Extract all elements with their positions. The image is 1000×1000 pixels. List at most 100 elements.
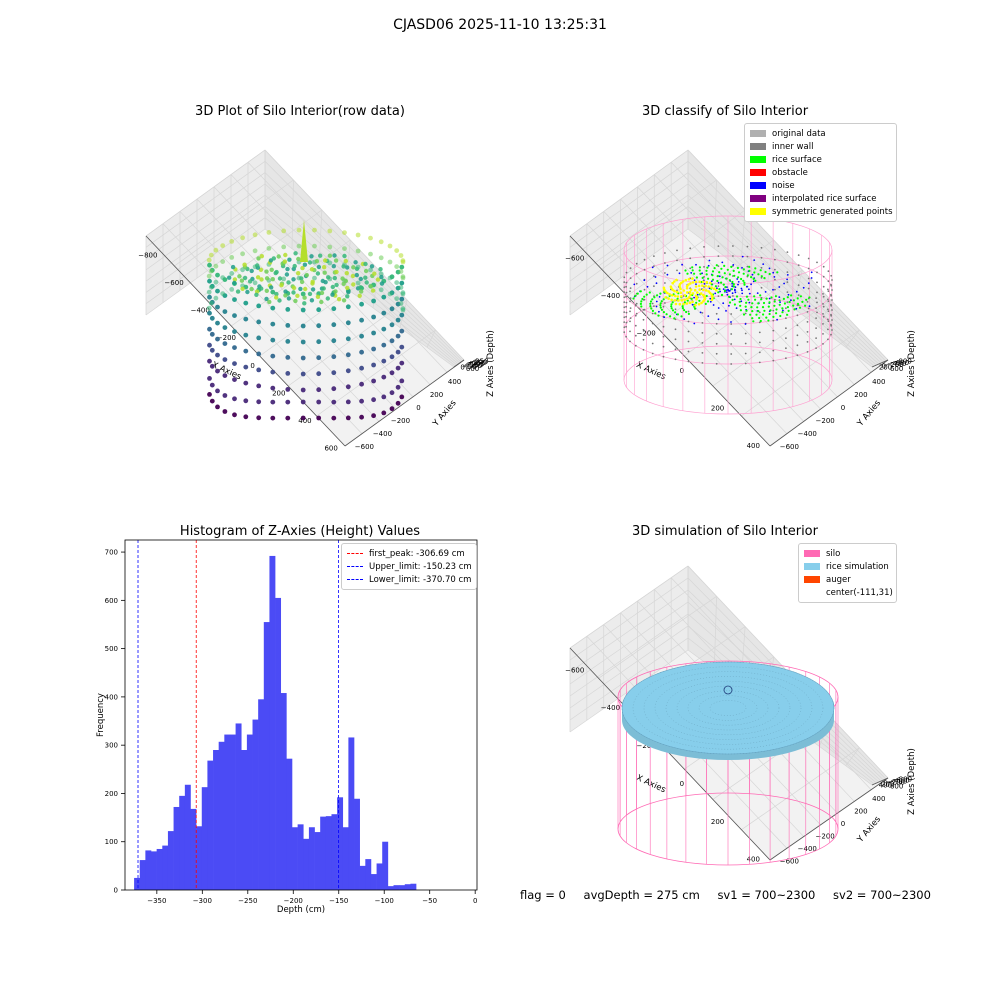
noise-point	[762, 263, 765, 265]
wall-point	[623, 316, 626, 319]
grid-line	[626, 209, 746, 297]
wall-point	[732, 265, 734, 267]
rice-surface	[621, 661, 835, 755]
rice-mesh	[665, 681, 791, 735]
wall-point	[625, 301, 628, 304]
rice-point	[660, 308, 664, 311]
wall-point	[830, 274, 833, 277]
legend-item: auger	[804, 573, 891, 586]
wall-point	[687, 360, 690, 363]
histogram-bar	[348, 737, 355, 890]
wall-point	[772, 359, 775, 362]
histogram-bar	[275, 597, 282, 890]
wall-point	[715, 332, 718, 335]
data-point	[243, 414, 249, 420]
noise-point	[666, 264, 669, 267]
rice-point	[693, 307, 697, 310]
data-point	[355, 248, 361, 254]
grid-line	[569, 172, 689, 259]
data-point	[345, 265, 350, 270]
data-point	[395, 317, 401, 323]
wall-point	[717, 295, 720, 297]
rice-point	[712, 293, 715, 296]
rice-point	[657, 314, 660, 317]
data-point	[296, 243, 302, 249]
data-point	[285, 387, 291, 392]
legend-swatch	[804, 563, 820, 570]
wall-point	[635, 302, 638, 305]
data-point	[283, 293, 288, 298]
data-point	[304, 272, 309, 278]
data-point	[351, 282, 356, 287]
rice-point	[732, 285, 735, 288]
data-point	[249, 286, 254, 292]
data-point	[316, 399, 322, 405]
rice-point	[706, 300, 710, 303]
rice-point	[690, 297, 693, 300]
rice-point	[668, 294, 671, 297]
grid-line	[264, 172, 462, 363]
data-point	[316, 307, 322, 313]
rice-point	[753, 295, 756, 298]
data-point	[316, 387, 322, 393]
data-point	[381, 310, 387, 316]
wall-point	[746, 255, 749, 258]
data-point	[281, 276, 287, 282]
z-axis-label: Z Axies (Depth)	[907, 748, 917, 815]
wall-point	[807, 287, 810, 290]
data-point	[206, 273, 212, 279]
rice-point	[685, 310, 688, 314]
data-point	[256, 383, 262, 389]
wall-point	[635, 292, 638, 295]
noise-point	[691, 303, 694, 306]
data-point	[280, 261, 285, 266]
noise-point	[748, 301, 751, 304]
rice-point	[775, 308, 778, 311]
rice-point	[704, 297, 707, 300]
noise-point	[655, 305, 658, 308]
data-point	[270, 321, 276, 327]
rice-point	[693, 305, 696, 308]
rice-point	[632, 297, 635, 300]
grid-line	[684, 686, 803, 770]
noise-point	[758, 302, 760, 305]
grid-line	[569, 206, 689, 293]
legend-swatch	[804, 589, 820, 596]
rice-point	[685, 294, 688, 298]
data-point	[399, 296, 405, 302]
wall-point	[831, 279, 833, 281]
noise-point	[725, 289, 727, 292]
symmetric-point	[675, 278, 678, 282]
grid-line	[569, 228, 689, 316]
silo-ring	[623, 215, 833, 285]
data-point	[255, 263, 260, 268]
rice-point	[744, 305, 747, 308]
noise-point	[655, 300, 658, 303]
noise-point	[666, 273, 669, 276]
wall-point	[746, 295, 749, 298]
grid-line	[145, 161, 266, 248]
x-tick-label: 0	[250, 362, 254, 370]
data-point	[266, 278, 272, 283]
wall-point	[732, 295, 734, 297]
grid-line	[792, 687, 803, 728]
rice-point	[778, 303, 781, 306]
rice-point	[660, 300, 663, 303]
grid-line	[230, 174, 431, 385]
noise-point	[734, 288, 736, 291]
wall-point	[676, 249, 678, 252]
wall-point	[774, 268, 776, 271]
rice-point	[779, 314, 782, 318]
back-left-pane	[570, 566, 688, 732]
noise-point	[722, 283, 725, 286]
histogram-bar	[337, 797, 344, 890]
grid-line	[569, 217, 689, 304]
wall-point	[629, 310, 631, 313]
data-point	[371, 298, 376, 304]
noise-point	[783, 282, 785, 285]
x-tick-label: −50	[422, 897, 437, 905]
noise-point	[750, 283, 752, 286]
wall-point	[664, 252, 666, 254]
data-point	[232, 277, 238, 282]
histogram-bar	[190, 808, 197, 890]
